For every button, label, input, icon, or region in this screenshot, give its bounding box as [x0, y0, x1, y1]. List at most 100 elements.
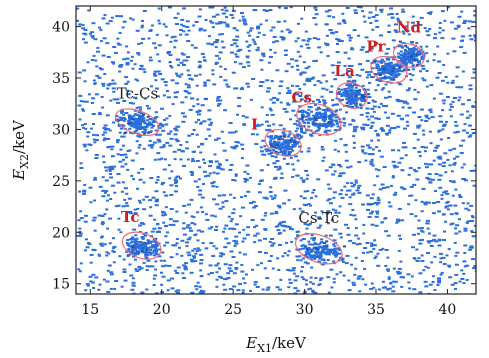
- data-point: [160, 283, 164, 286]
- cluster-point: [350, 86, 354, 89]
- data-point: [191, 249, 195, 252]
- data-point: [223, 68, 227, 71]
- data-point: [88, 275, 93, 278]
- data-point: [268, 107, 272, 110]
- data-point: [105, 251, 109, 254]
- cluster-point: [341, 98, 344, 101]
- data-point: [434, 173, 439, 175]
- data-point: [215, 203, 220, 206]
- data-point: [454, 273, 459, 276]
- data-point: [336, 38, 341, 41]
- cluster-point: [312, 123, 316, 126]
- data-point: [238, 62, 243, 65]
- data-point: [190, 229, 194, 232]
- data-point: [357, 184, 362, 187]
- cluster-point: [282, 151, 286, 154]
- data-point: [426, 266, 430, 269]
- data-point: [392, 193, 397, 196]
- cluster-point: [133, 120, 137, 123]
- cluster-point: [380, 68, 384, 71]
- cluster-point: [308, 118, 312, 121]
- cluster-point: [401, 57, 405, 60]
- cluster-point: [292, 145, 296, 148]
- cluster-point: [315, 253, 319, 256]
- data-point: [166, 289, 170, 292]
- data-point: [402, 32, 406, 35]
- data-point: [398, 271, 402, 274]
- data-point: [142, 208, 147, 211]
- data-point: [203, 59, 207, 62]
- cluster-point: [130, 244, 134, 247]
- cluster-point: [367, 102, 371, 104]
- data-point: [168, 223, 173, 226]
- cluster-point: [154, 129, 158, 132]
- data-point: [93, 178, 97, 181]
- data-point: [365, 50, 370, 53]
- data-point: [241, 206, 246, 209]
- data-point: [416, 124, 420, 127]
- data-point: [405, 25, 409, 28]
- data-point: [95, 134, 100, 137]
- data-point: [468, 248, 472, 251]
- cluster-point: [138, 114, 142, 117]
- data-point: [276, 20, 281, 23]
- cluster-point: [148, 241, 152, 244]
- data-point: [102, 127, 107, 129]
- data-point: [406, 102, 410, 105]
- cluster-point: [334, 255, 338, 258]
- data-point: [249, 289, 252, 292]
- data-point: [416, 126, 421, 129]
- data-point: [270, 238, 275, 240]
- data-point: [211, 69, 215, 72]
- cluster-point: [396, 70, 400, 73]
- data-point: [161, 125, 165, 128]
- data-point: [380, 183, 385, 186]
- data-point: [352, 130, 357, 133]
- data-point: [439, 174, 443, 177]
- data-point: [437, 163, 442, 166]
- data-point: [431, 178, 435, 181]
- data-point: [392, 267, 396, 270]
- cluster-point: [371, 67, 375, 70]
- data-point: [330, 219, 334, 222]
- data-point: [96, 50, 100, 53]
- data-point: [455, 86, 460, 89]
- data-point: [326, 55, 330, 57]
- data-point: [122, 20, 127, 23]
- data-point: [294, 40, 298, 43]
- data-point: [444, 206, 448, 209]
- data-point: [131, 18, 135, 21]
- data-point: [216, 104, 220, 107]
- data-point: [335, 252, 340, 255]
- cluster-point: [141, 120, 145, 122]
- data-point: [248, 34, 252, 37]
- data-point: [109, 173, 113, 175]
- data-point: [187, 29, 191, 32]
- data-point: [362, 251, 365, 254]
- cluster-point: [275, 144, 279, 147]
- cluster-point: [425, 52, 429, 55]
- cluster-point: [115, 115, 119, 118]
- data-point: [307, 105, 311, 108]
- data-point: [305, 227, 309, 230]
- data-point: [168, 218, 173, 221]
- data-point: [365, 242, 370, 244]
- data-point: [136, 207, 140, 210]
- data-point: [387, 276, 391, 279]
- data-point: [131, 277, 135, 280]
- cluster-point: [141, 251, 145, 254]
- data-point: [208, 264, 213, 267]
- data-point: [126, 150, 130, 152]
- data-point: [462, 272, 466, 275]
- data-point: [108, 217, 113, 220]
- data-point: [267, 124, 271, 127]
- cluster-ellipse-i: [264, 128, 302, 157]
- cluster-point: [289, 148, 293, 150]
- cluster-point: [336, 247, 340, 250]
- cluster-point: [139, 116, 143, 119]
- data-point: [82, 143, 87, 146]
- data-point: [407, 281, 411, 284]
- cluster-point: [140, 243, 143, 246]
- data-point: [209, 121, 213, 124]
- cluster-point: [392, 58, 396, 61]
